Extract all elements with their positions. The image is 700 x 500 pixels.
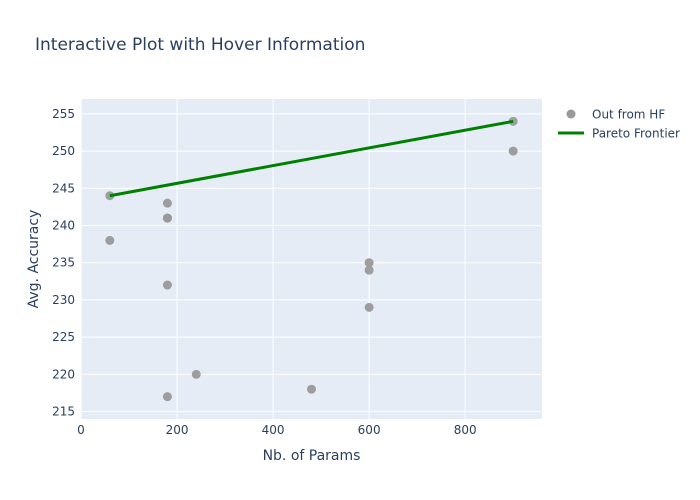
y-tick-label: 240 [52, 219, 75, 233]
data-point-out-from-hf[interactable] [364, 302, 374, 312]
y-tick-label: 230 [52, 293, 75, 307]
data-point-out-from-hf[interactable] [162, 198, 172, 208]
legend[interactable]: Out from HF Pareto Frontier [558, 108, 680, 141]
y-tick-label: 245 [52, 181, 75, 195]
data-point-out-from-hf[interactable] [162, 280, 172, 290]
x-axis-ticks: 0 200 400 600 800 [77, 423, 476, 437]
data-point-out-from-hf[interactable] [508, 146, 518, 156]
x-tick-label: 800 [454, 423, 477, 437]
data-point-out-from-hf[interactable] [105, 235, 115, 245]
data-point-out-from-hf[interactable] [364, 265, 374, 275]
data-point-out-from-hf[interactable] [191, 369, 201, 379]
legend-label-out-from-hf: Out from HF [592, 108, 665, 122]
series-line-pareto-frontier[interactable] [109, 119, 514, 198]
x-tick-label: 200 [166, 423, 189, 437]
legend-marker-out-from-hf [566, 109, 576, 119]
x-tick-label: 600 [358, 423, 381, 437]
y-tick-label: 235 [52, 256, 75, 270]
y-tick-label: 220 [52, 367, 75, 381]
x-tick-label: 0 [77, 423, 85, 437]
y-tick-label: 250 [52, 144, 75, 158]
y-axis-ticks: 215 220 225 230 235 240 245 250 255 [52, 107, 75, 419]
y-axis-title: Avg. Accuracy [26, 210, 42, 309]
legend-item-out-from-hf[interactable]: Out from HF [566, 108, 666, 122]
y-tick-label: 215 [52, 405, 75, 419]
data-point-out-from-hf[interactable] [307, 384, 316, 394]
data-point-out-from-hf[interactable] [162, 213, 172, 223]
y-tick-label: 255 [52, 107, 75, 121]
legend-item-pareto-frontier[interactable]: Pareto Frontier [558, 127, 680, 141]
data-point-out-from-hf[interactable] [364, 258, 374, 268]
x-tick-label: 400 [262, 423, 285, 437]
chart-title: Interactive Plot with Hover Information [35, 35, 365, 55]
series-layer [105, 116, 518, 402]
y-tick-label: 225 [52, 330, 75, 344]
data-point-out-from-hf[interactable] [162, 392, 172, 402]
legend-label-pareto-frontier: Pareto Frontier [592, 127, 680, 141]
x-axis-title: Nb. of Params [263, 448, 361, 464]
plot-area [81, 99, 542, 419]
